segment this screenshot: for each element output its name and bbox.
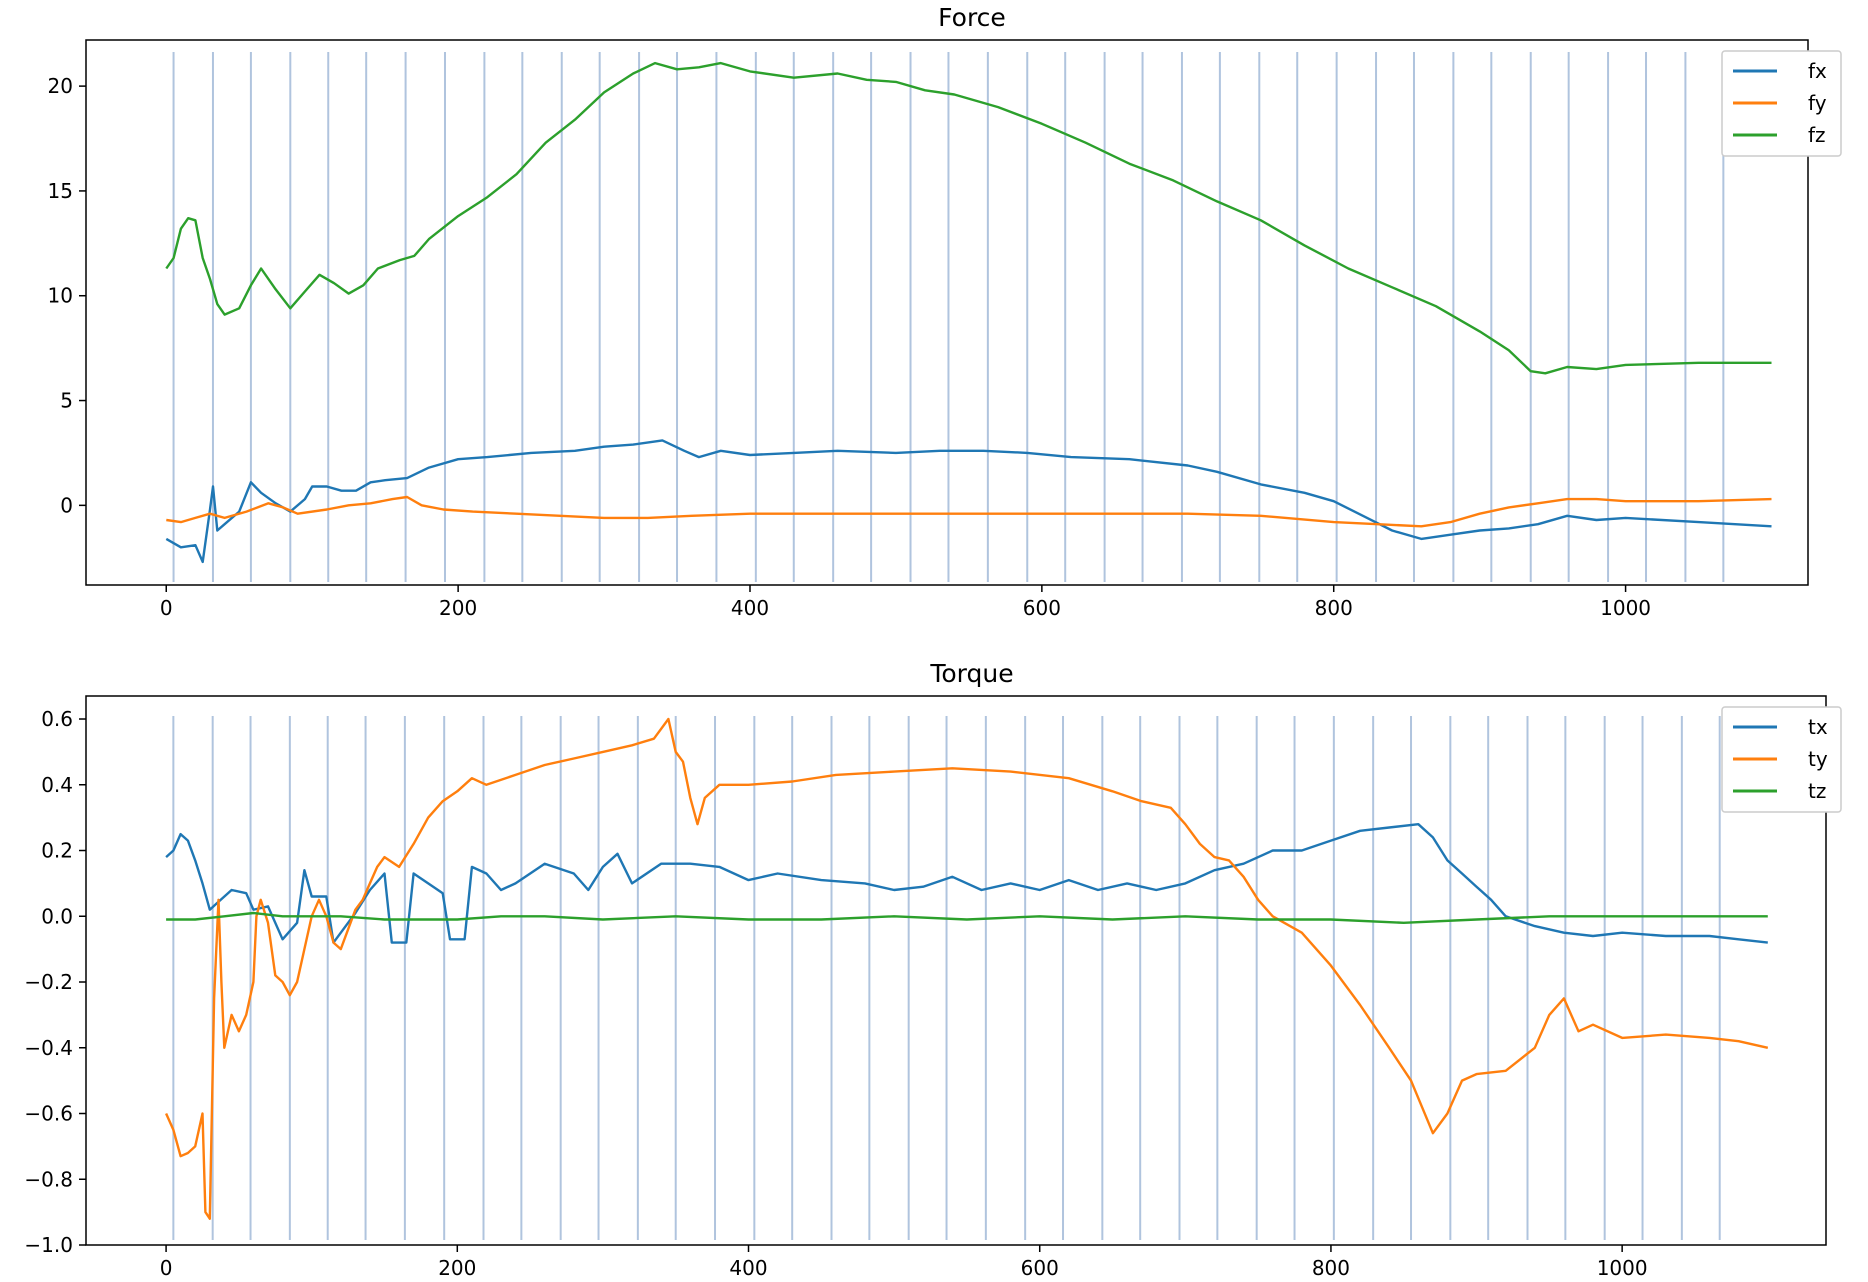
torque-legend-box: [1721, 706, 1842, 813]
torque-title: Torque: [929, 659, 1013, 688]
torque-x-tick-label: 0: [160, 1256, 173, 1280]
torque-x-tick-label: 600: [1021, 1256, 1059, 1280]
force-y-tick-label: 10: [48, 284, 73, 308]
torque-x-tick-label: 1000: [1597, 1256, 1648, 1280]
torque-y-tick-label: 0.4: [41, 773, 73, 797]
force-x-ticks: 0 200 400 600 800 1000: [160, 585, 1651, 620]
legend-label-tx: tx: [1808, 715, 1828, 739]
force-y-tick-label: 0: [60, 493, 73, 517]
force-y-tick-label: 20: [48, 74, 73, 98]
series-line-tx: [165, 823, 1768, 944]
series-line-fz: [165, 61, 1772, 375]
series-line-fx: [165, 439, 1772, 564]
series-line-tz: [166, 911, 1768, 924]
force-y-tick-label: 5: [60, 389, 73, 413]
torque-y-tick-label: −0.2: [24, 970, 73, 994]
torque-y-tick-label: −1.0: [24, 1233, 73, 1257]
legend-label-fy: fy: [1808, 91, 1827, 115]
torque-plot-frame: [85, 695, 1827, 1246]
force-x-tick-label: 1000: [1600, 596, 1651, 620]
torque-y-tick-label: 0.0: [41, 904, 73, 928]
series-line-fy: [166, 495, 1772, 528]
legend-label-tz: tz: [1808, 779, 1826, 803]
torque-y-tick-label: 0.2: [41, 839, 73, 863]
torque-legend: tx ty tz: [1721, 706, 1842, 813]
force-y-tick-label: 15: [48, 179, 73, 203]
torque-y-tick-label: −0.6: [24, 1102, 73, 1126]
torque-y-tick-label: 0.6: [41, 707, 73, 731]
torque-x-tick-label: 800: [1312, 1256, 1350, 1280]
force-legend: fx fy fz: [1721, 50, 1842, 157]
torque-panel: Torque 0 200 400 600 800 1000 −1.0 −0.8 −0.6 −0.…: [24, 659, 1842, 1280]
force-panel: Force 0 200 400 600 800 1000 0 5 10 15 20 fx fy f…: [48, 3, 1842, 620]
series-line-ty: [165, 717, 1769, 1220]
force-plot-frame: [85, 39, 1809, 586]
torque-y-tick-label: −0.8: [24, 1167, 73, 1191]
force-title: Force: [938, 3, 1006, 32]
torque-x-ticks: 0 200 400 600 800 1000: [160, 1245, 1648, 1280]
force-legend-box: [1721, 50, 1842, 157]
torque-x-tick-label: 400: [729, 1256, 767, 1280]
force-series-lines: [165, 61, 1772, 564]
legend-label-fx: fx: [1808, 59, 1827, 83]
force-x-tick-label: 800: [1315, 596, 1353, 620]
torque-series-lines: [165, 717, 1769, 1220]
force-x-tick-label: 600: [1023, 596, 1061, 620]
force-y-ticks: 0 5 10 15 20: [48, 74, 86, 517]
force-x-tick-label: 400: [731, 596, 769, 620]
torque-y-ticks: −1.0 −0.8 −0.6 −0.4 −0.2 0.0 0.2 0.4 0.6: [24, 707, 86, 1257]
torque-x-tick-label: 200: [438, 1256, 476, 1280]
legend-label-ty: ty: [1808, 747, 1828, 771]
torque-y-tick-label: −0.4: [24, 1036, 73, 1060]
force-vertical-lines: [172, 52, 1725, 582]
legend-label-fz: fz: [1808, 123, 1826, 147]
torque-vertical-lines: [172, 716, 1721, 1240]
force-x-tick-label: 0: [160, 596, 173, 620]
force-x-tick-label: 200: [439, 596, 477, 620]
